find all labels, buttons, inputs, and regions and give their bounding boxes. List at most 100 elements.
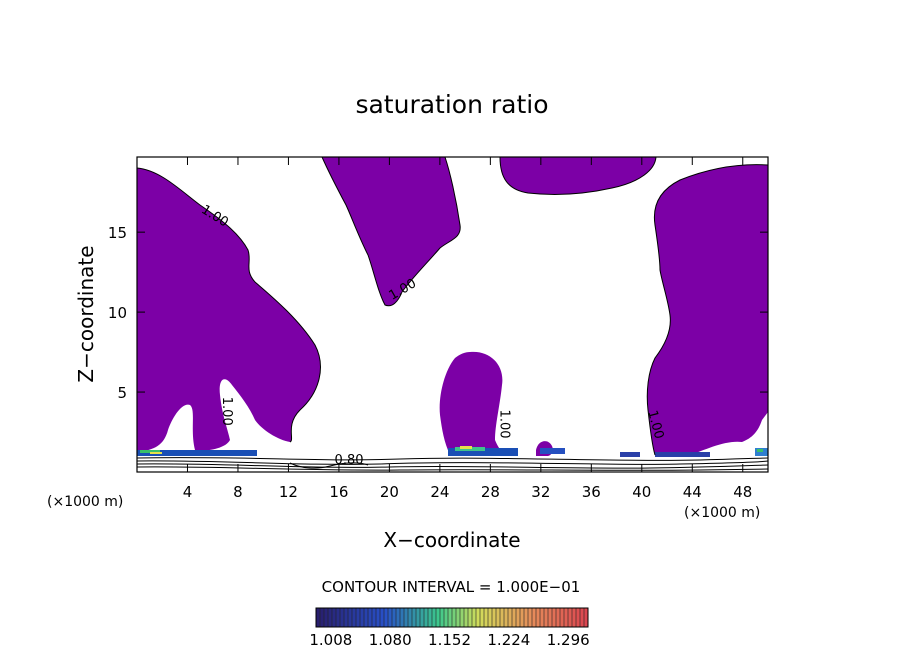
colorbar-stripe bbox=[548, 608, 552, 627]
colorbar-stripe bbox=[400, 608, 404, 627]
colorbar-stripe bbox=[528, 608, 532, 627]
colorbar-stripe bbox=[368, 608, 372, 627]
supersaturated-region-top-center bbox=[322, 157, 461, 306]
colorbar-stripe bbox=[516, 608, 520, 627]
plot-frame bbox=[136, 156, 769, 473]
colorbar-stripe bbox=[492, 608, 496, 627]
colorbar-stripe bbox=[484, 608, 488, 627]
contour-label: 1.00 bbox=[496, 410, 511, 439]
colorbar-stripe bbox=[448, 608, 452, 627]
x-tick-label: 4 bbox=[183, 483, 193, 501]
colorbar-stripe bbox=[428, 608, 432, 627]
colorbar-stripe bbox=[352, 608, 356, 627]
colorbar-stripe bbox=[572, 608, 576, 627]
colorbar-stripe bbox=[512, 608, 516, 627]
colorbar-stripe bbox=[408, 608, 412, 627]
colorbar-label: 1.224 bbox=[487, 631, 530, 649]
colorbar-stripe bbox=[364, 608, 368, 627]
colorbar-stripe bbox=[560, 608, 564, 627]
colorbar-stripe bbox=[336, 608, 340, 627]
y-tick-label: 10 bbox=[108, 304, 127, 322]
colorbar-stripe bbox=[464, 608, 468, 627]
supersaturated-region-center-bottom bbox=[439, 351, 510, 455]
supersaturated-region-right bbox=[647, 164, 768, 455]
y-axis-label: Z−coordinate bbox=[74, 245, 98, 382]
colorbar-stripe bbox=[500, 608, 504, 627]
supersaturated-region-top-right bbox=[500, 157, 656, 195]
colorbar-stripe bbox=[360, 608, 364, 627]
colorbar-stripe bbox=[576, 608, 580, 627]
colorbar-stripe bbox=[388, 608, 392, 627]
colorbar-stripe bbox=[432, 608, 436, 627]
surface-color-band bbox=[137, 446, 768, 457]
x-tick-label: 20 bbox=[380, 483, 399, 501]
colorbar-stripe bbox=[556, 608, 560, 627]
colorbar-stripe bbox=[564, 608, 568, 627]
colorbar-stripe bbox=[424, 608, 428, 627]
plot-area bbox=[137, 157, 768, 471]
colorbar-stripe bbox=[496, 608, 500, 627]
colorbar-stripe bbox=[468, 608, 472, 627]
x-unit-left: (×1000 m) bbox=[47, 494, 123, 510]
colorbar-label: 1.296 bbox=[547, 631, 590, 649]
colorbar-stripe bbox=[456, 608, 460, 627]
surface-contour-lines bbox=[137, 457, 768, 471]
colorbar-stripe bbox=[568, 608, 572, 627]
colorbar-stripe bbox=[412, 608, 416, 627]
supersaturated-region-left bbox=[137, 168, 321, 452]
colorbar-label: 1.152 bbox=[428, 631, 471, 649]
x-tick-label: 28 bbox=[481, 483, 500, 501]
colorbar-stripe bbox=[536, 608, 540, 627]
x-tick-label: 24 bbox=[430, 483, 449, 501]
y-axis: 5 10 15 bbox=[108, 224, 768, 402]
colorbar-stripe bbox=[520, 608, 524, 627]
colorbar-stripe bbox=[532, 608, 536, 627]
colorbar-labels: 1.008 1.080 1.152 1.224 1.296 bbox=[309, 631, 589, 649]
colorbar-stripe bbox=[452, 608, 456, 627]
colorbar-stripe bbox=[416, 608, 420, 627]
colorbar-stripe bbox=[404, 608, 408, 627]
x-tick-label: 16 bbox=[329, 483, 348, 501]
x-tick-label: 40 bbox=[632, 483, 651, 501]
y-tick-label: 15 bbox=[108, 224, 127, 242]
colorbar-stripe bbox=[356, 608, 360, 627]
colorbar-stripe bbox=[552, 608, 556, 627]
colorbar-stripe bbox=[540, 608, 544, 627]
contour-border-lines bbox=[137, 157, 768, 456]
colorbar-stripe bbox=[460, 608, 464, 627]
colorbar-label: 1.080 bbox=[369, 631, 412, 649]
x-tick-label: 36 bbox=[582, 483, 601, 501]
colorbar-frame bbox=[315, 607, 589, 628]
colorbar-stripe bbox=[320, 608, 324, 627]
contour-label: 1.00 bbox=[219, 397, 234, 426]
colorbar: 1.008 1.080 1.152 1.224 1.296 bbox=[309, 607, 590, 649]
colorbar-stripe bbox=[380, 608, 384, 627]
contour-label: 0.80 bbox=[335, 453, 364, 468]
chart-title: saturation ratio bbox=[355, 90, 548, 119]
colorbar-stripe bbox=[324, 608, 328, 627]
colorbar-stripe bbox=[420, 608, 424, 627]
colorbar-stripe bbox=[384, 608, 388, 627]
x-tick-label: 12 bbox=[279, 483, 298, 501]
y-tick-label: 5 bbox=[117, 384, 127, 402]
contour-labels: 1.001.001.00 1.00 1.000.80 bbox=[198, 202, 666, 468]
colorbar-stripe bbox=[476, 608, 480, 627]
colorbar-stripe bbox=[344, 608, 348, 627]
colorbar-stripe bbox=[480, 608, 484, 627]
colorbar-stripe bbox=[488, 608, 492, 627]
x-tick-label: 8 bbox=[233, 483, 243, 501]
colorbar-label: 1.008 bbox=[309, 631, 352, 649]
colorbar-stripe bbox=[340, 608, 344, 627]
colorbar-stripe bbox=[396, 608, 400, 627]
x-tick-label: 44 bbox=[683, 483, 702, 501]
colorbar-stripe bbox=[508, 608, 512, 627]
colorbar-stripe bbox=[332, 608, 336, 627]
x-axis-label: X−coordinate bbox=[383, 528, 520, 552]
colorbar-stripe bbox=[372, 608, 376, 627]
contour-interval-text: CONTOUR INTERVAL = 1.000E−01 bbox=[322, 578, 581, 596]
colorbar-stripe bbox=[444, 608, 448, 627]
colorbar-stripes bbox=[315, 608, 588, 627]
colorbar-stripe bbox=[436, 608, 440, 627]
x-unit-right: (×1000 m) bbox=[684, 505, 760, 521]
